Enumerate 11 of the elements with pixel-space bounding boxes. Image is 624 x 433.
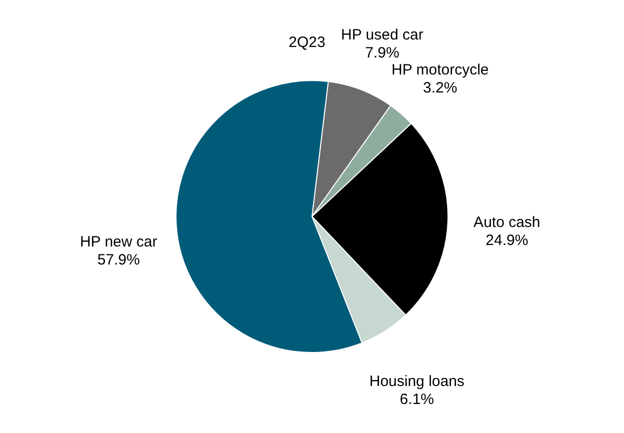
slice-label: HP used car xyxy=(341,26,424,44)
data-label: 7.9% xyxy=(365,44,400,62)
slice-label: Housing loans xyxy=(369,372,464,390)
data-label: 3.2% xyxy=(423,80,458,96)
data-label: 6.1% xyxy=(400,390,434,408)
data-label: 57.9% xyxy=(97,251,140,268)
chart-title: 2Q23 xyxy=(288,34,326,51)
slice-label: HP motorcycle xyxy=(391,62,489,78)
slice-label: Auto cash xyxy=(474,214,540,232)
slice-label: HP new car xyxy=(80,233,158,250)
data-label: 24.9% xyxy=(486,232,528,250)
